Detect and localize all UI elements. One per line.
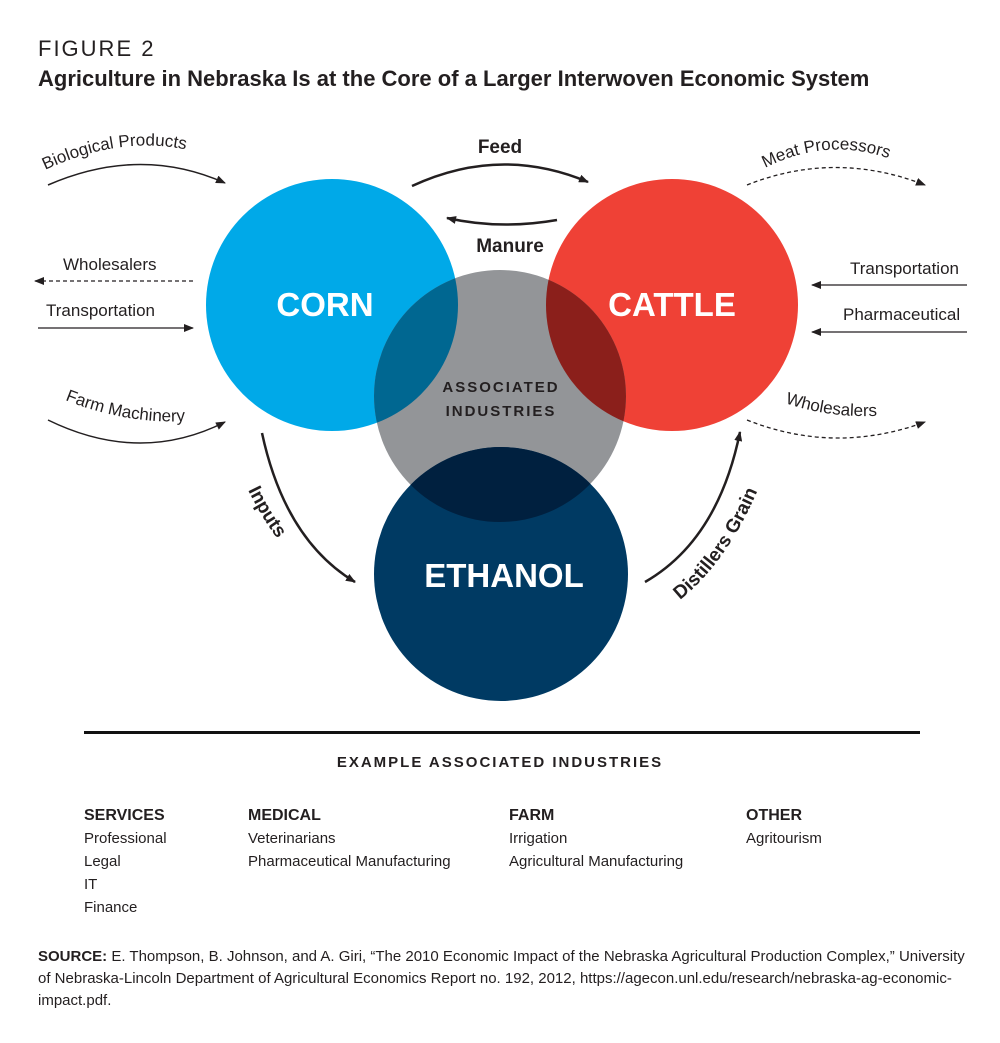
column-header: FARM	[509, 807, 555, 824]
wholesalers-right-arrow	[746, 419, 926, 439]
divider	[84, 731, 920, 734]
corn-associated-overlap	[374, 270, 458, 431]
feed-label: Feed	[478, 137, 522, 158]
list-item: IT	[84, 876, 98, 893]
list-item: Agritourism	[746, 830, 822, 847]
examples-column-services: SERVICES Professional Legal IT Finance	[84, 804, 167, 919]
manure-arrow	[446, 216, 558, 226]
list-item: Professional	[84, 830, 167, 847]
associated-label-line1: ASSOCIATED	[442, 379, 559, 396]
inputs-arrow	[260, 432, 356, 584]
associated-label-line2: INDUSTRIES	[446, 403, 557, 420]
transportation-right-label: Transportation	[850, 259, 959, 278]
transportation-left-label: Transportation	[46, 301, 155, 320]
list-item: Agricultural Manufacturing	[509, 853, 684, 870]
list-item: Veterinarians	[248, 830, 336, 847]
examples-column-medical: MEDICAL Veterinarians Pharmaceutical Man…	[248, 804, 451, 873]
wholesalers-right-label: Wholesalers	[784, 389, 877, 420]
figure-label: FIGURE 2	[38, 36, 156, 61]
feed-arrow	[411, 163, 589, 188]
column-header: OTHER	[746, 807, 802, 824]
list-item: Pharmaceutical Manufacturing	[248, 853, 451, 870]
ethanol-label: ETHANOL	[424, 557, 584, 594]
farm-machinery-arrow	[47, 419, 226, 444]
source-text: E. Thompson, B. Johnson, and A. Giri, “T…	[38, 948, 965, 1009]
figure-title: Agriculture in Nebraska Is at the Core o…	[38, 66, 870, 91]
svg-text:Farm Machinery: Farm Machinery	[64, 386, 186, 425]
column-header: MEDICAL	[248, 807, 321, 824]
manure-label: Manure	[476, 236, 544, 257]
meat-processors-arrow	[746, 166, 926, 186]
source-note: SOURCE: E. Thompson, B. Johnson, and A. …	[38, 946, 978, 1012]
examples-column-other: OTHER Agritourism	[746, 804, 822, 850]
list-item: Finance	[84, 899, 138, 916]
farm-machinery-label: Farm Machinery	[64, 386, 186, 425]
examples-heading: EXAMPLE ASSOCIATED INDUSTRIES	[336, 754, 664, 771]
list-item: Legal	[84, 853, 121, 870]
examples-column-farm: FARM Irrigation Agricultural Manufacturi…	[509, 804, 683, 873]
svg-text:Wholesalers: Wholesalers	[784, 389, 877, 420]
distillers-grain-arrow	[644, 431, 743, 584]
source-label: SOURCE:	[38, 948, 108, 965]
svg-text:Meat Processors: Meat Processors	[759, 134, 893, 171]
svg-text:Biological Products: Biological Products	[39, 130, 188, 173]
venn-diagram: CORN CATTLE ETHANOL ASSOCIATED INDUSTRIE…	[34, 130, 967, 701]
pharmaceutical-label: Pharmaceutical	[843, 305, 960, 324]
column-header: SERVICES	[84, 807, 165, 824]
svg-text:Inputs: Inputs	[244, 483, 291, 542]
meat-processors-label: Meat Processors	[759, 134, 893, 171]
biological-products-label: Biological Products	[39, 130, 188, 173]
biological-products-arrow	[47, 163, 226, 186]
list-item: Irrigation	[509, 830, 568, 847]
ethanol-circle	[374, 447, 628, 701]
cattle-label: CATTLE	[608, 286, 736, 323]
cattle-associated-overlap	[546, 270, 626, 431]
wholesalers-left-label: Wholesalers	[63, 255, 157, 274]
inputs-label: Inputs	[244, 483, 291, 542]
corn-label: CORN	[276, 286, 373, 323]
